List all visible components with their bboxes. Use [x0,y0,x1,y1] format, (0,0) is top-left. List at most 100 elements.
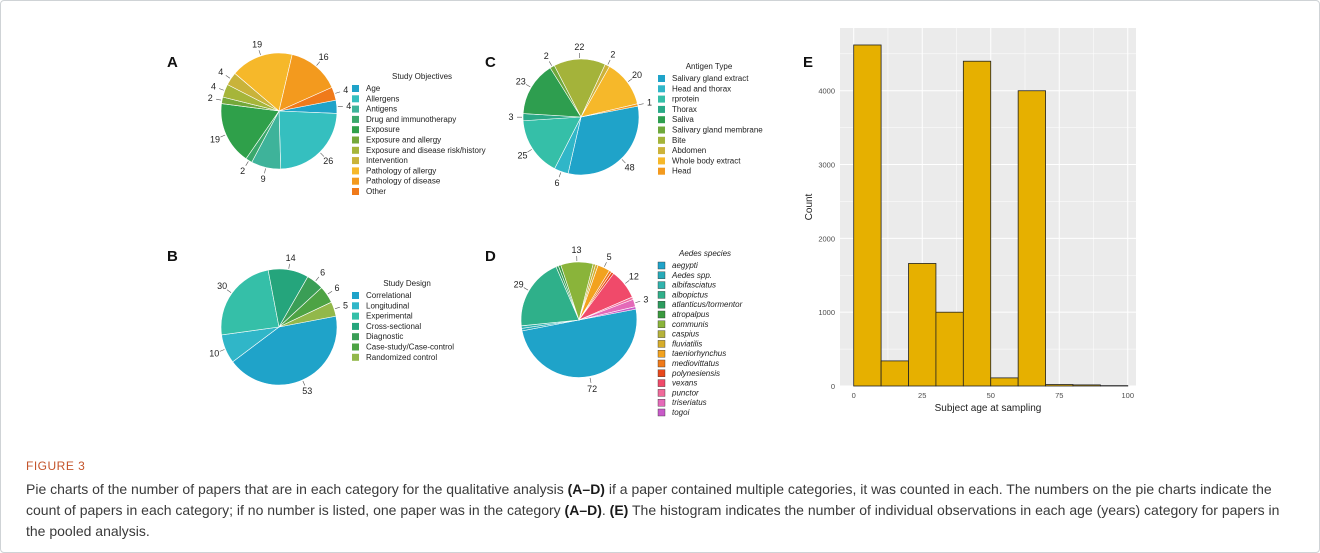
legend-swatch-d-albifasciatus [657,281,666,289]
legend-label-d-communis: communis [672,320,708,329]
legend-swatch-c-bite [658,136,665,144]
legend-swatch-d-atlanticus-tormentor [657,301,666,309]
legend-swatch-c-abdomen [658,147,665,155]
y-axis-title: Count [804,193,815,220]
slice-count-a-drug-and-immunotherapy: 2 [240,166,245,176]
slice-count-a-age: 4 [346,101,351,111]
legend-swatch-b-cross-sectional [352,322,359,330]
legend-title-c: Antigen Type [686,62,733,71]
slice-count-b-correlational: 53 [302,386,312,396]
legend-label-c-salivary-gland-extract: Salivary gland extract [672,74,749,83]
slice-leader-c-salivary-gland-extract [621,159,626,164]
legend-label-a-drug-and-immunotherapy: Drug and immunotherapy [366,115,456,124]
pie-slice-b-correlational [232,315,338,386]
pie-slice-d-togoi [578,306,637,321]
legend-swatch-b-correlational [352,292,359,299]
figure-caption: FIGURE 3 Pie charts of the number of pap… [26,459,1296,542]
legend-swatch-a-allergens [352,95,359,103]
caption-part-4: The histogram indicates the number of in… [26,502,1280,539]
slice-leader-a-drug-and-immunotherapy [245,161,249,166]
legend-label-d-vexans: vexans [672,379,697,388]
legend-label-a-allergens: Allergens [366,94,399,103]
pie-slice-c-rprotein [522,116,582,170]
pie-slice-a-allergens [278,110,338,170]
caption-ref-2: (A–D) [564,502,602,518]
legend-swatch-c-head [658,167,665,175]
legend-swatch-b-case-study-case-control [352,343,359,351]
x-tick-label-25: 25 [918,391,926,400]
slice-count-c-salivary-gland-membrane: 2 [544,51,549,61]
slice-count-b-cross-sectional: 14 [286,253,296,263]
hist-bar-70-80 [1045,384,1074,387]
legend-swatch-a-age [352,85,359,92]
hist-bar-0-10 [853,44,882,387]
hist-bar-30-40 [935,311,964,387]
legend-swatch-c-salivary-gland-membrane [658,126,665,134]
slice-leader-c-saliva [525,84,531,88]
legend-label-c-abdomen: Abdomen [672,146,706,155]
slice-count-c-head-and-thorax: 6 [555,178,560,188]
legend-swatch-d-taeniorhynchus [657,350,666,358]
legend-label-b-longitudinal: Longitudinal [366,301,409,310]
caption-text: Pie charts of the number of papers that … [26,479,1296,542]
legend-swatch-a-pathology-of-disease [352,177,359,185]
slice-count-d-triseriatus: 3 [643,294,648,304]
legend-label-c-head: Head [672,167,691,176]
slice-leader-c-rprotein [527,149,532,153]
slice-count-d-aegypti: 72 [587,384,597,394]
legend-swatch-d-atropalpus [657,310,666,319]
legend-swatch-a-pathology-of-allergy [352,167,359,175]
legend-swatch-c-salivary-gland-extract [658,75,665,82]
x-tick-label-100: 100 [1122,391,1135,400]
pie-slice-a-pathology-of-allergy [234,52,293,112]
legend-swatch-a-intervention [352,157,359,165]
slice-count-a-exposure-and-disease-risk-history: 4 [211,81,216,91]
legend-label-c-saliva: Saliva [672,115,694,124]
legend-swatch-d-togoi [657,408,666,417]
x-tick-label-75: 75 [1055,391,1063,400]
pie-slice-a-other [278,87,337,112]
legend-label-d-triseriatus: triseriatus [672,398,707,407]
legend-label-d-albifasciatus: albifasciatus [672,281,716,290]
caption-ref-1: (A–D) [567,481,605,497]
panel-label-d: D [485,248,496,265]
legend-swatch-d-communis [657,320,666,328]
slice-count-b-randomized-control: 5 [343,300,348,310]
legend-label-a-pathology-of-disease: Pathology of disease [366,177,441,186]
legend-swatch-c-head-and-thorax [658,85,665,93]
slice-count-c-rprotein: 25 [517,150,527,160]
legend-label-d-taeniorhynchus: taeniorhynchus [672,349,726,358]
slice-count-d-albopictus: 29 [514,280,524,290]
pie-slice-b-randomized-control [278,301,337,328]
slice-count-c-whole-body-extract: 20 [632,70,642,80]
legend-swatch-d-caspius [657,330,666,338]
slice-leader-a-pathology-of-disease [316,61,321,66]
slice-leader-b-experimental [226,289,232,293]
slice-leader-a-exposure [220,134,226,138]
legend-swatch-b-diagnostic [352,333,359,341]
figure-label: FIGURE 3 [26,459,86,473]
pie-slice-a-pathology-of-disease [278,54,333,112]
legend-swatch-a-drug-and-immunotherapy [352,115,359,123]
legend-label-a-exposure-and-allergy: Exposure and allergy [366,136,441,145]
slice-leader-c-abdomen [607,59,611,65]
legend-label-a-pathology-of-allergy: Pathology of allergy [366,166,436,175]
caption-ref-3: (E) [609,502,629,518]
legend-title-a: Study Objectives [392,72,452,81]
pie-slice-d-aegypti [521,308,638,378]
legend-swatch-b-longitudinal [352,302,359,310]
slice-count-a-allergens: 26 [323,156,333,166]
slice-count-b-longitudinal: 10 [209,349,219,359]
slice-count-a-exposure: 19 [210,134,220,144]
legend-label-c-thorax: Thorax [672,105,697,114]
slice-count-c-head: 1 [647,97,652,107]
y-tick-label-3000: 3000 [818,161,835,170]
legend-swatch-d-aegypti [657,261,666,270]
legend-swatch-a-exposure [352,126,359,134]
pie-slice-c-salivary-gland-extract [567,105,640,176]
y-tick-label-4000: 4000 [818,87,835,96]
y-tick-label-0: 0 [831,382,835,391]
hist-bar-50-60 [990,377,1019,387]
slice-count-a-pathology-of-disease: 16 [319,52,329,62]
